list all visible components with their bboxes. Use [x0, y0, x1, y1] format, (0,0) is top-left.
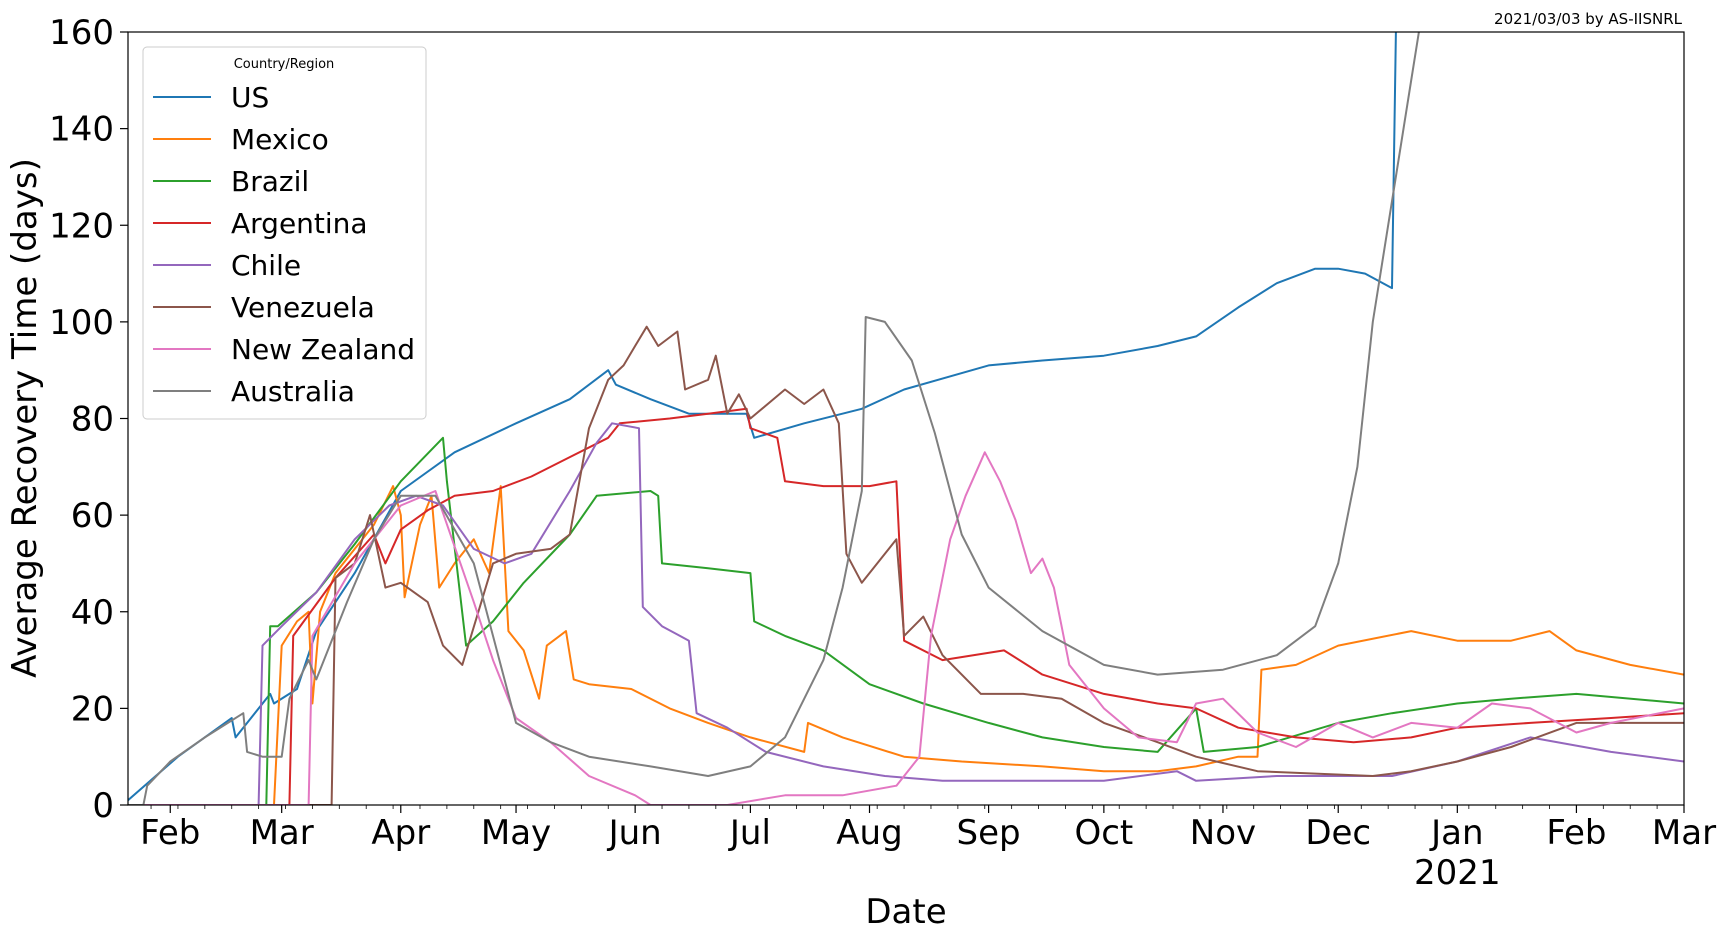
y-tick-label: 20: [71, 689, 114, 729]
series-line-chile: [128, 422, 1684, 805]
series-line-mexico: [128, 485, 1684, 805]
y-tick-label: 160: [49, 13, 114, 53]
x-tick-label: Oct: [1074, 813, 1133, 853]
x-tick-label: Sep: [957, 813, 1021, 853]
y-tick-label: 100: [49, 303, 114, 343]
series-line-venezuela: [128, 325, 1684, 805]
series-line-new-zealand: [128, 451, 1684, 805]
x-tick-label: Mar: [1652, 813, 1716, 853]
y-axis-label: Average Recovery Time (days): [5, 158, 45, 678]
x-tick-year-label: 2021: [1414, 853, 1501, 893]
y-tick-label: 60: [71, 496, 114, 536]
y-tick-label: 120: [49, 206, 114, 246]
legend-label: Mexico: [231, 123, 329, 156]
legend-title: Country/Region: [234, 57, 335, 72]
x-tick-label: Mar: [250, 813, 314, 853]
x-tick-label: May: [481, 813, 551, 853]
legend-label: Australia: [231, 375, 355, 408]
x-tick-label: Jan: [1429, 813, 1483, 853]
y-tick-label: 0: [92, 786, 114, 826]
legend-label: New Zealand: [231, 333, 415, 366]
legend-label: Venezuela: [231, 291, 375, 324]
legend-box: [142, 46, 427, 420]
x-tick-label: Feb: [1546, 813, 1606, 853]
legend-label: US: [231, 81, 269, 114]
x-tick-label: Aug: [836, 813, 902, 853]
legend: Country/Region US Mexico Brazil Argentina Ch…: [142, 46, 427, 420]
x-tick-label: Jul: [728, 813, 771, 853]
legend-label: Chile: [231, 249, 301, 282]
y-axis: 0 20 40 60 80 100 120 140 160: [49, 13, 128, 826]
series-line-brazil: [128, 436, 1684, 805]
x-tick-label: Jun: [607, 813, 662, 853]
plot-area-frame: [127, 31, 1685, 806]
y-tick-label: 80: [71, 400, 114, 440]
series-line-australia: [128, 32, 1420, 805]
x-axis-label: Date: [865, 892, 946, 932]
y-tick-label: 40: [71, 593, 114, 633]
series-line-argentina: [128, 407, 1684, 805]
x-axis: Feb Mar Apr May Jun Jul Aug Sep Oct Nov Dec Jan2021…: [140, 805, 1716, 893]
series-line-us: [128, 32, 1397, 802]
x-tick-label: Apr: [371, 813, 430, 853]
y-tick-label: 140: [49, 110, 114, 150]
legend-label: Argentina: [231, 207, 368, 240]
x-tick-label: Feb: [140, 813, 200, 853]
legend-label: Brazil: [231, 165, 309, 198]
x-tick-label: Nov: [1190, 813, 1256, 853]
chart-annotation: 2021/03/03 by AS-IISNRL: [1494, 10, 1683, 28]
series-lines: [128, 32, 1684, 805]
x-tick-label: Dec: [1305, 813, 1371, 853]
